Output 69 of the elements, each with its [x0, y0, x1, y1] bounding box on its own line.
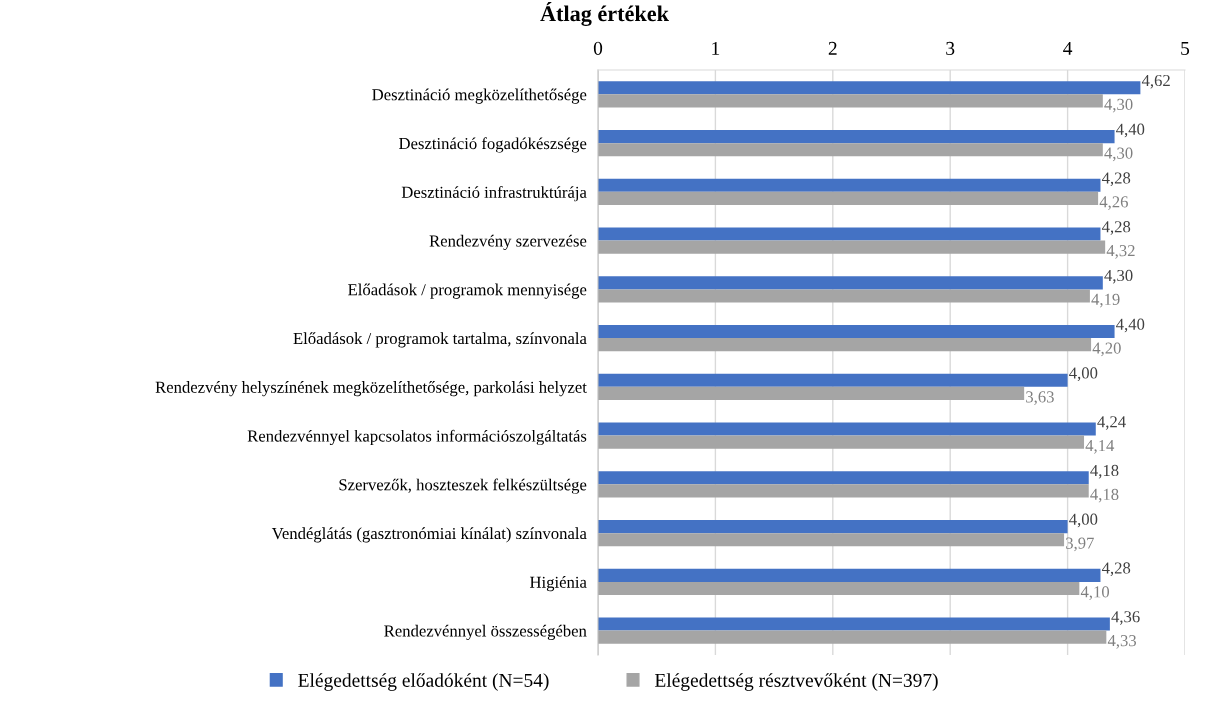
- y-tick-label: Rendezvénnyel kapcsolatos információszolgáltatás: [247, 429, 587, 446]
- y-tick-label: Desztináció megközelíthetősége: [372, 88, 587, 104]
- x-tick-label: 2: [828, 41, 837, 55]
- data-label: 4,62: [1141, 74, 1170, 89]
- bar: [598, 630, 1107, 644]
- data-label: 4,33: [1107, 635, 1137, 649]
- bar: [598, 581, 1080, 596]
- data-label: 4,40: [1116, 318, 1145, 333]
- x-tick-label: 3: [946, 41, 955, 55]
- data-label: 4,28: [1101, 221, 1131, 235]
- data-label: 4,30: [1104, 98, 1133, 113]
- bar: [598, 422, 1096, 436]
- data-label: 4,18: [1090, 488, 1119, 503]
- x-tick-label: 1: [712, 41, 720, 55]
- bar: [598, 471, 1089, 485]
- data-label: 4,26: [1099, 196, 1128, 210]
- data-label: 4,18: [1090, 464, 1119, 479]
- data-label: 4,32: [1106, 245, 1135, 259]
- data-label: 4,30: [1104, 269, 1133, 284]
- data-label: 4,36: [1111, 611, 1140, 625]
- legend-label: Elégedettség résztvevőként (N=397): [654, 673, 938, 691]
- bar: [598, 129, 1115, 144]
- data-label: 3,63: [1026, 391, 1054, 405]
- y-tick-label: Szervezők, hoszteszek felkészültsége: [339, 478, 587, 494]
- legend-label: Elégedettség előadóként (N=54): [298, 673, 549, 691]
- y-tick-label: Higiénia: [529, 576, 587, 592]
- bar: [598, 533, 1065, 547]
- y-tick-label: Rendezvénnyel összességében: [384, 624, 587, 641]
- y-tick-label: Rendezvény helyszínének megközelíthetősége, parkolási helyzet: [155, 381, 587, 397]
- y-tick-label: Előadások / programok tartalma, színvonala: [293, 332, 587, 348]
- bar: [598, 227, 1101, 241]
- y-tick-label: Rendezvény szervezése: [429, 234, 587, 251]
- data-label: 4,30: [1104, 147, 1133, 162]
- chart-title: Átlag értékek: [540, 2, 669, 26]
- bar: [598, 81, 1141, 95]
- bar: [598, 94, 1103, 108]
- bar: [598, 519, 1068, 534]
- data-label: 4,00: [1069, 367, 1098, 382]
- bar: [598, 435, 1085, 449]
- data-label: 4,28: [1101, 172, 1131, 187]
- bar: [598, 289, 1090, 303]
- bar: [598, 373, 1068, 387]
- data-label: 4,00: [1069, 513, 1098, 528]
- data-label: 4,14: [1085, 440, 1115, 454]
- bar: [598, 276, 1103, 290]
- y-tick-label: Vendéglátás (gasztronómiai kínálat) színvonala: [271, 527, 587, 543]
- bar: [598, 191, 1099, 206]
- data-label: 4,10: [1080, 586, 1110, 600]
- data-label: 4,28: [1101, 562, 1131, 577]
- data-label: 4,20: [1092, 342, 1121, 357]
- x-tick-label: 4: [1063, 41, 1073, 55]
- y-tick-label: Desztináció fogadókészsége: [399, 137, 587, 153]
- x-tick-label: 5: [1181, 42, 1190, 55]
- bar: [598, 324, 1115, 339]
- x-tick-label: 0: [593, 41, 603, 55]
- bar: [598, 178, 1101, 192]
- data-label: 4,40: [1116, 123, 1145, 138]
- y-tick-label: Desztináció infrastruktúrája: [401, 186, 587, 202]
- bar: [598, 568, 1101, 582]
- bar: [598, 338, 1092, 352]
- y-tick-label: Előadások / programok mennyisége: [348, 283, 587, 299]
- data-label: 4,19: [1091, 293, 1120, 308]
- data-label: 4,24: [1097, 416, 1126, 430]
- bar: [598, 617, 1110, 631]
- bar: [598, 240, 1106, 254]
- data-label: 3,97: [1066, 537, 1094, 552]
- bar: [598, 386, 1025, 401]
- bar: [598, 484, 1089, 498]
- bar: [598, 143, 1103, 157]
